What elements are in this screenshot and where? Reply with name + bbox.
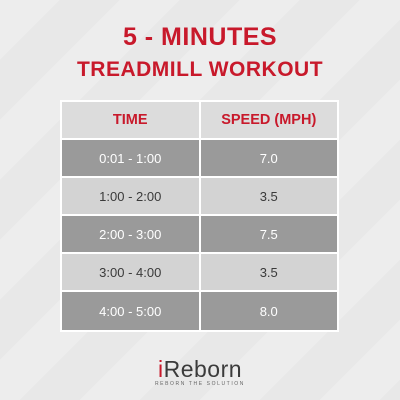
header-speed: SPEED (MPH) [198,102,337,138]
table-row: 4:00 - 5:00 8.0 [62,292,337,330]
logo-rest: Reborn [163,356,243,382]
time-cell: 2:00 - 3:00 [62,216,199,252]
table-row: 1:00 - 2:00 3.5 [62,178,337,216]
speed-cell: 3.5 [198,178,337,214]
header-time: TIME [62,102,199,138]
time-cell: 0:01 - 1:00 [62,140,199,176]
page-subtitle: TREADMILL WORKOUT [76,58,324,81]
workout-table: TIME SPEED (MPH) 0:01 - 1:00 7.0 1:00 - … [60,100,339,332]
brand-tagline: REBORN THE SOLUTION [154,381,246,387]
table-header-row: TIME SPEED (MPH) [62,102,337,140]
time-cell: 1:00 - 2:00 [62,178,199,214]
time-cell: 3:00 - 4:00 [62,254,199,290]
speed-cell: 3.5 [198,254,337,290]
speed-cell: 7.0 [198,140,337,176]
speed-cell: 7.5 [198,216,337,252]
logo-wordmark: iReborn [0,356,400,383]
table-row: 0:01 - 1:00 7.0 [62,140,337,178]
page-title: 5 - MINUTES [122,23,278,51]
table-row: 2:00 - 3:00 7.5 [62,216,337,254]
table-row: 3:00 - 4:00 3.5 [62,254,337,292]
logo-i: i [157,356,164,382]
time-cell: 4:00 - 5:00 [62,292,199,330]
brand-logo: iReborn REBORN THE SOLUTION [0,356,400,387]
speed-cell: 8.0 [198,292,337,330]
